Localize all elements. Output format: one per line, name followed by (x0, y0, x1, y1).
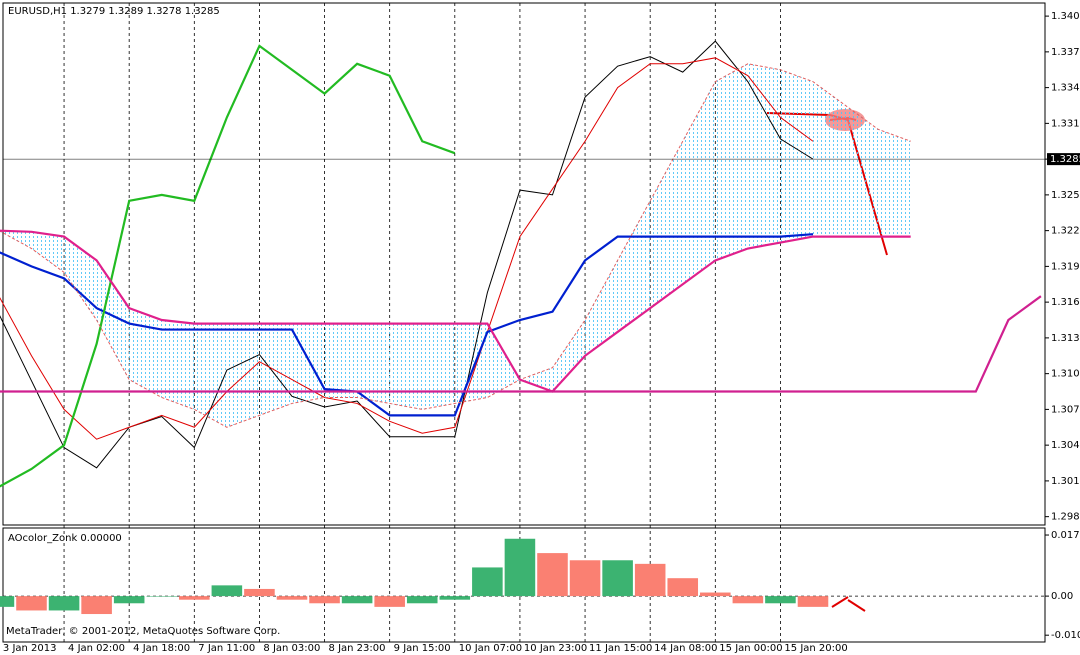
y-tick-label: 0.01704 (1051, 530, 1080, 541)
histogram-bar (504, 538, 536, 597)
histogram-bar (0, 596, 15, 607)
histogram-bar (602, 560, 633, 597)
series-line (0, 229, 911, 393)
histogram-bar (569, 560, 601, 597)
y-tick-label: -0.0109 (1051, 630, 1080, 641)
y-tick-label: 0.00 (1051, 591, 1073, 602)
y-tick-label: 1.3315 (1051, 118, 1080, 129)
histogram-bar (537, 553, 568, 597)
main-panel (2, 2, 1046, 526)
x-tick-label: 7 Jan 11:00 (198, 643, 255, 654)
x-tick-label: 15 Jan 20:00 (784, 643, 847, 654)
histogram-bar (667, 578, 699, 597)
y-tick-label: 1.3045 (1051, 440, 1080, 451)
series-line (0, 57, 814, 440)
histogram-bar (765, 596, 796, 604)
histogram-bar (634, 563, 666, 597)
x-tick-label: 10 Jan 23:00 (524, 643, 587, 654)
histogram-bar (81, 596, 112, 615)
y-tick-label: 1.3375 (1051, 47, 1080, 58)
y-tick-label: 1.3075 (1051, 404, 1080, 415)
histogram-bar (113, 596, 145, 604)
indicator-panel (2, 527, 1046, 643)
series-line (0, 233, 814, 417)
drawn-line (831, 596, 866, 612)
histogram-bar (700, 592, 731, 597)
histogram-bar (309, 596, 340, 604)
y-tick-label: 1.3345 (1051, 83, 1080, 94)
last-price-label: 1.3285 (1050, 154, 1080, 165)
histogram-bar (406, 596, 438, 604)
histogram-bar (797, 596, 829, 607)
x-tick-label: 10 Jan 07:00 (459, 643, 522, 654)
histogram-bar (374, 596, 405, 607)
histogram-bar (341, 596, 373, 604)
indicator-title: AOcolor_Zonk 0.00000 (8, 533, 122, 544)
y-tick-label: 1.3255 (1051, 190, 1080, 201)
x-tick-label: 4 Jan 18:00 (133, 643, 190, 654)
histogram-bar (48, 596, 80, 611)
x-tick-label: 9 Jan 15:00 (394, 643, 451, 654)
y-tick-label: 1.3225 (1051, 226, 1080, 237)
histogram-bar (244, 588, 275, 597)
y-tick-label: 1.3135 (1051, 333, 1080, 344)
histogram-bar (211, 585, 243, 597)
y-tick-label: 1.2985 (1051, 512, 1080, 523)
chart-title: EURUSD,H1 1.3279 1.3289 1.3278 1.3285 (8, 6, 220, 17)
y-tick-label: 1.3405 (1051, 11, 1080, 22)
histogram-bar (732, 596, 764, 604)
y-tick-label: 1.3015 (1051, 476, 1080, 487)
histogram-bar (472, 567, 503, 597)
histogram-bar (439, 596, 471, 600)
x-tick-label: 8 Jan 23:00 (329, 643, 386, 654)
y-tick-label: 1.3195 (1051, 261, 1080, 272)
x-tick-label: 15 Jan 00:00 (719, 643, 782, 654)
histogram-bar (16, 596, 47, 611)
histogram-bar (276, 596, 308, 600)
series-line (0, 44, 456, 488)
last-price-box (1047, 153, 1080, 166)
y-tick-label: 1.3165 (1051, 297, 1080, 308)
cloud (0, 63, 911, 428)
x-tick-label: 4 Jan 02:00 (68, 643, 125, 654)
x-tick-label: 8 Jan 03:00 (263, 643, 320, 654)
x-tick-label: 11 Jan 15:00 (589, 643, 652, 654)
histogram-bar (179, 596, 210, 600)
series-line (0, 295, 1042, 393)
x-tick-label: 3 Jan 2013 (3, 643, 57, 654)
x-tick-label: 14 Jan 08:00 (654, 643, 717, 654)
y-tick-label: 1.3105 (1051, 369, 1080, 380)
histogram-bar (146, 596, 178, 597)
footer: MetaTrader, © 2001-2012, MetaQuotes Soft… (6, 626, 280, 637)
